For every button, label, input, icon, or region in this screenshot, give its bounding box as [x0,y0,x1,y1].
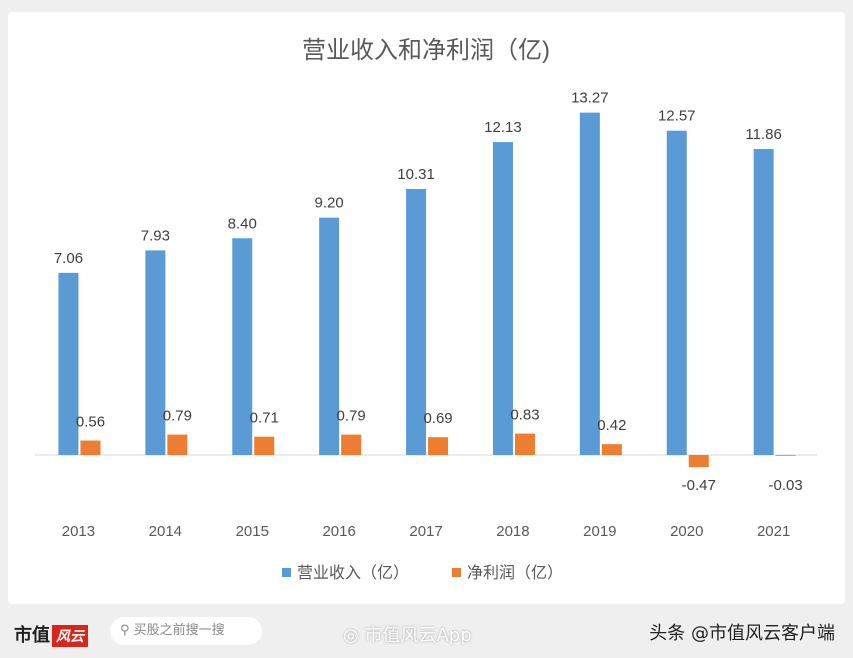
chart-card: 营业收入和净利润（亿) 2013 7.06 0.56 2014 7.93 0.79 2015 8… [8,12,845,604]
bar-net-profit [80,440,101,455]
x-tick-label: 2020 [670,523,703,540]
weibo-text: 市值风云App [364,625,472,646]
bar-net-profit [254,436,275,455]
data-label: -0.47 [682,477,716,494]
data-label: 12.13 [484,119,522,136]
toutiao-credit: 头条 @市值风云客户端 [649,623,835,644]
data-label: 0.42 [597,417,626,434]
data-label: 12.57 [658,108,696,125]
data-label: 0.69 [423,410,452,427]
data-label: 0.56 [76,414,105,431]
weibo-watermark: ◎ 市值风云App [343,621,472,647]
search-icon: ⚲ [120,623,130,638]
bar-net-profit [601,444,622,455]
x-tick-label: 2015 [236,523,269,540]
bar-revenue [145,250,166,455]
data-label: -0.03 [769,477,803,494]
x-tick-label: 2013 [62,523,95,540]
legend-swatch [282,568,291,577]
bar-revenue [666,130,687,455]
bar-net-profit [341,434,362,455]
legend-swatch [452,568,461,577]
bar-chart: 营业收入和净利润（亿) 2013 7.06 0.56 2014 7.93 0.79 2015 8… [35,37,817,582]
data-label: 10.31 [397,166,435,183]
x-tick-label: 2018 [496,523,529,540]
data-label: 0.83 [510,407,539,424]
bar-revenue [579,112,600,455]
bar-net-profit [775,455,796,456]
x-tick-label: 2019 [583,523,616,540]
footer: 市值 风云 ⚲ 买股之前搜一搜 ◎ 市值风云App 头条 @市值风云客户端 [0,605,853,658]
bar-revenue [492,142,513,455]
bar-revenue [232,238,253,455]
bar-revenue [753,149,774,455]
data-label: 7.06 [54,250,83,267]
data-label: 8.40 [228,215,257,232]
data-label: 0.71 [250,410,279,427]
bar-net-profit [428,437,449,455]
data-label: 7.93 [141,227,170,244]
logo-text: 市值 [14,625,50,646]
data-label: 9.20 [315,195,344,212]
bar-net-profit [688,455,709,468]
chart-title: 营业收入和净利润（亿) [302,37,550,64]
search-placeholder: 买股之前搜一搜 [133,623,225,638]
logo: 市值 风云 [14,621,88,647]
x-tick-label: 2017 [409,523,442,540]
data-label: 11.86 [745,126,781,143]
x-tick-label: 2021 [757,523,790,540]
data-label: 0.79 [337,408,366,425]
data-label: 13.27 [571,90,609,107]
legend-label: 营业收入（亿） [297,564,409,582]
bar-net-profit [167,434,188,455]
x-tick-label: 2016 [322,523,355,540]
data-label: 0.79 [163,408,192,425]
bar-net-profit [514,433,535,455]
weibo-icon: ◎ [343,625,359,646]
bar-revenue [406,189,427,455]
legend-label: 净利润（亿） [467,564,563,582]
x-tick-label: 2014 [149,523,182,540]
bar-revenue [58,272,79,455]
search-input[interactable]: ⚲ 买股之前搜一搜 [110,617,262,645]
bar-revenue [319,217,340,455]
logo-mark: 风云 [52,625,88,647]
